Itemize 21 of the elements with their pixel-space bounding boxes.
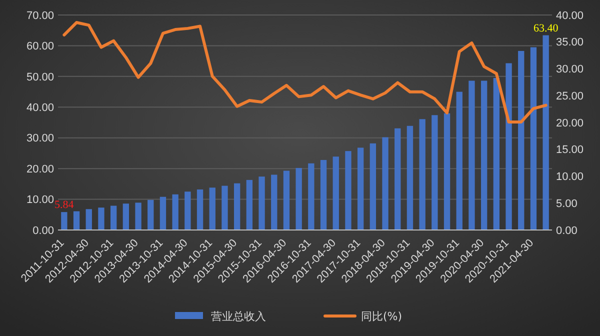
y2-tick-label: 25.00: [556, 90, 584, 102]
y2-tick-label: 30.00: [556, 64, 584, 76]
y-tick-label: 30.00: [26, 132, 54, 145]
y-tick-label: 10.00: [26, 194, 54, 206]
y2-tick-label: 0.00: [556, 224, 578, 237]
y-tick-label: 40.00: [26, 102, 54, 114]
y2-tick-label: 10.00: [556, 171, 584, 184]
y-tick-label: 0.00: [32, 224, 54, 237]
y-tick-label: 20.00: [26, 163, 54, 176]
y-tick-label: 70.00: [26, 10, 54, 22]
y-tick-label: 60.00: [26, 40, 54, 53]
y2-tick-label: 40.00: [556, 10, 584, 22]
y2-tick-label: 20.00: [556, 117, 584, 130]
y2-tick-label: 5.00: [556, 198, 578, 210]
y2-tick-label: 35.00: [556, 36, 584, 49]
legend-label: 同比(%): [361, 310, 402, 323]
y-tick-label: 50.00: [26, 71, 54, 84]
data-label: 5.84: [54, 199, 74, 212]
y2-tick-label: 15.00: [556, 144, 584, 156]
data-label: 63.40: [533, 22, 559, 34]
legend-label: 营业总收入: [211, 310, 266, 323]
